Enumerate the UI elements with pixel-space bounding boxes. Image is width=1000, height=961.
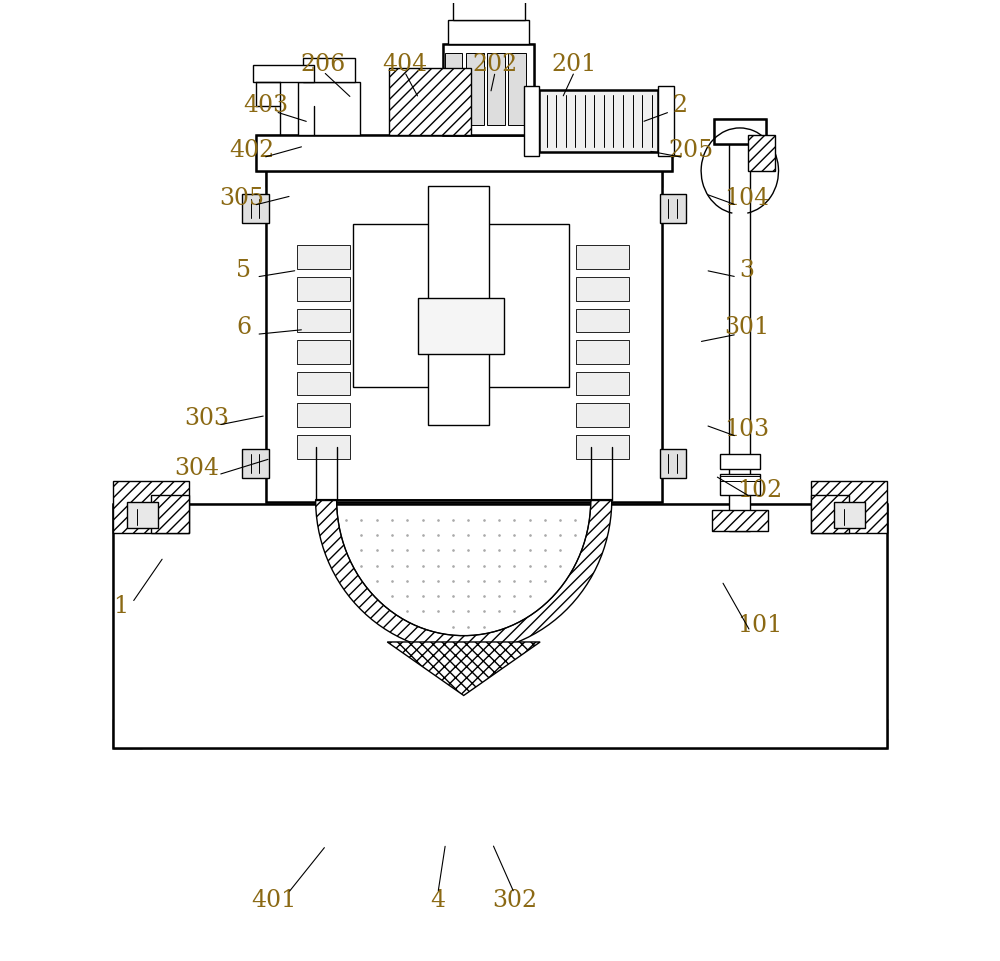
Bar — [453, 1, 525, 20]
Text: 402: 402 — [229, 139, 274, 162]
Bar — [576, 372, 629, 396]
Bar — [428, 186, 489, 425]
Bar — [524, 86, 539, 156]
Bar — [714, 119, 766, 144]
Text: 403: 403 — [243, 93, 288, 116]
Bar — [256, 135, 672, 171]
Bar — [389, 67, 471, 135]
Bar — [113, 505, 887, 748]
Bar — [729, 139, 750, 531]
Bar — [113, 481, 189, 533]
Bar — [353, 225, 569, 387]
Text: 304: 304 — [175, 456, 220, 480]
Bar — [242, 194, 269, 223]
Text: 1: 1 — [113, 595, 128, 618]
Bar — [712, 510, 768, 531]
Bar — [487, 54, 505, 125]
Text: 401: 401 — [251, 889, 296, 912]
Bar — [443, 44, 534, 135]
Bar — [266, 158, 662, 502]
Text: 3: 3 — [739, 259, 754, 282]
Bar — [297, 372, 350, 396]
Bar — [720, 474, 760, 495]
Text: 404: 404 — [382, 54, 427, 76]
Bar — [448, 20, 529, 44]
Bar — [576, 403, 629, 427]
Text: 104: 104 — [724, 187, 769, 210]
Bar — [297, 340, 350, 364]
Bar — [298, 82, 360, 135]
Bar — [466, 54, 484, 125]
Bar — [660, 194, 686, 223]
Text: 201: 201 — [552, 54, 597, 76]
Bar — [658, 86, 674, 156]
Bar — [113, 505, 887, 533]
Bar — [539, 89, 658, 152]
Text: 202: 202 — [473, 54, 518, 76]
Bar — [636, 158, 662, 502]
Bar — [811, 495, 849, 533]
Bar — [297, 403, 350, 427]
Text: 301: 301 — [724, 316, 769, 339]
Polygon shape — [316, 500, 612, 653]
Bar — [113, 505, 142, 748]
Bar — [508, 54, 526, 125]
Bar — [576, 245, 629, 269]
Bar — [127, 502, 158, 529]
Bar — [151, 495, 189, 533]
Bar — [297, 308, 350, 333]
Text: 103: 103 — [724, 418, 769, 441]
Text: 2: 2 — [672, 93, 687, 116]
Bar — [297, 434, 350, 458]
Bar — [720, 454, 760, 469]
Text: 6: 6 — [236, 316, 252, 339]
Text: 5: 5 — [236, 259, 251, 282]
Text: 206: 206 — [301, 54, 346, 76]
Bar — [714, 119, 766, 144]
Bar — [418, 298, 504, 355]
Bar — [266, 158, 293, 502]
Bar — [445, 54, 462, 125]
Text: 303: 303 — [184, 407, 229, 430]
Text: 4: 4 — [430, 889, 445, 912]
Bar — [297, 245, 350, 269]
Bar — [811, 481, 887, 533]
Bar — [576, 340, 629, 364]
Bar — [242, 449, 269, 478]
Bar — [576, 434, 629, 458]
Bar — [576, 308, 629, 333]
Bar — [256, 135, 672, 171]
Bar — [858, 505, 887, 748]
Bar — [576, 277, 629, 301]
Polygon shape — [387, 642, 540, 696]
Bar — [113, 720, 887, 748]
Bar — [253, 65, 314, 82]
Bar — [748, 135, 775, 171]
Bar — [297, 277, 350, 301]
Text: 102: 102 — [737, 479, 783, 502]
Text: 205: 205 — [669, 139, 714, 162]
Text: 101: 101 — [737, 614, 783, 637]
Bar — [303, 59, 355, 82]
Bar — [443, 44, 534, 135]
Text: 305: 305 — [220, 187, 265, 210]
Bar — [660, 449, 686, 478]
Bar — [266, 158, 662, 187]
Bar — [834, 502, 865, 529]
Text: 302: 302 — [492, 889, 537, 912]
